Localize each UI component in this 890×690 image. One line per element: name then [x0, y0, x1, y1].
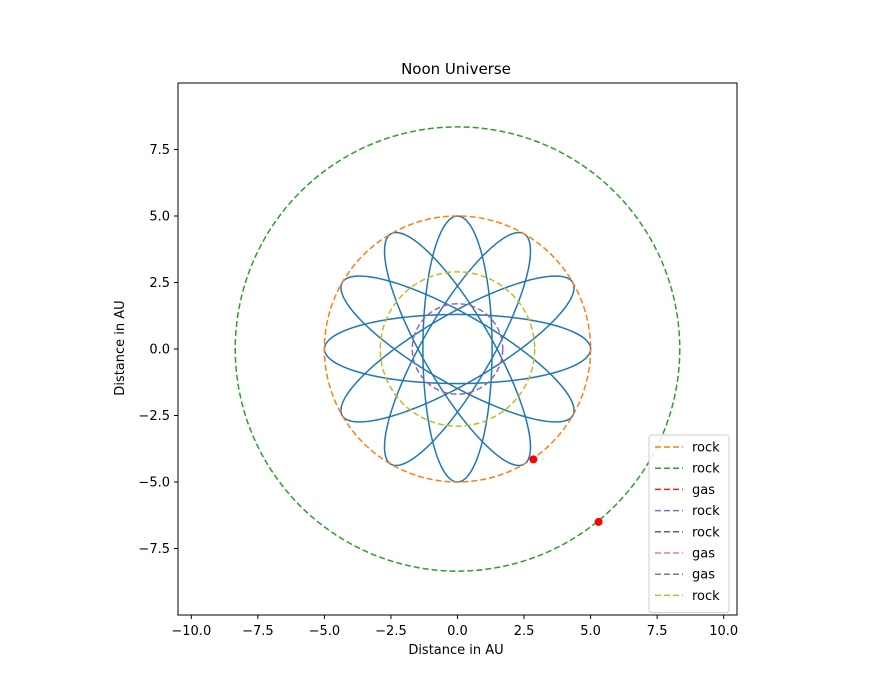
- x-tick-label: −10.0: [171, 624, 211, 639]
- x-tick-label: −7.5: [242, 624, 274, 639]
- legend-box: [648, 434, 730, 614]
- legend-label: rock: [692, 441, 720, 456]
- legend: rock rock gas rock rock gas gas rock: [648, 434, 730, 614]
- y-tick-label: 5.0: [149, 210, 170, 225]
- y-tick-label: 7.5: [149, 143, 170, 158]
- x-tick-label: −2.5: [375, 624, 407, 639]
- planet-marker-0: [529, 455, 538, 464]
- x-tick-label: 0.0: [447, 624, 468, 639]
- y-tick-label: 2.5: [149, 276, 170, 291]
- y-tick-label: −2.5: [138, 409, 170, 424]
- orbit-circle-0: [323, 215, 592, 483]
- legend-label: rock: [692, 462, 720, 477]
- planet-marker-1: [594, 517, 603, 526]
- legend-label: rock: [692, 589, 720, 604]
- y-axis-label: Distance in AU: [113, 300, 128, 395]
- y-tick-label: −7.5: [138, 542, 170, 557]
- x-axis-ticks: −10.0 −7.5 −5.0 −2.5 0.0 2.5 5.0 7.5 10.0: [171, 615, 738, 639]
- y-tick-label: −5.0: [138, 476, 170, 491]
- legend-label: rock: [692, 525, 720, 540]
- y-axis-ticks: −7.5 −5.0 −2.5 0.0 2.5 5.0 7.5: [138, 143, 178, 557]
- legend-label: rock: [692, 504, 720, 519]
- x-axis-label: Distance in AU: [408, 643, 503, 658]
- plot-area: [234, 126, 681, 572]
- orbit-circle-3: [411, 303, 504, 395]
- legend-label: gas: [692, 483, 715, 498]
- orbit-circle-7: [379, 271, 536, 427]
- orbit-circle-1: [234, 126, 681, 572]
- x-tick-label: −5.0: [309, 624, 341, 639]
- y-tick-label: 0.0: [149, 343, 170, 358]
- x-tick-label: 10.0: [709, 624, 738, 639]
- legend-label: gas: [692, 547, 715, 562]
- legend-label: gas: [692, 568, 715, 583]
- chart-title: Noon Universe: [401, 60, 511, 78]
- x-tick-label: 2.5: [514, 624, 535, 639]
- x-tick-label: 7.5: [647, 624, 668, 639]
- x-tick-label: 5.0: [580, 624, 601, 639]
